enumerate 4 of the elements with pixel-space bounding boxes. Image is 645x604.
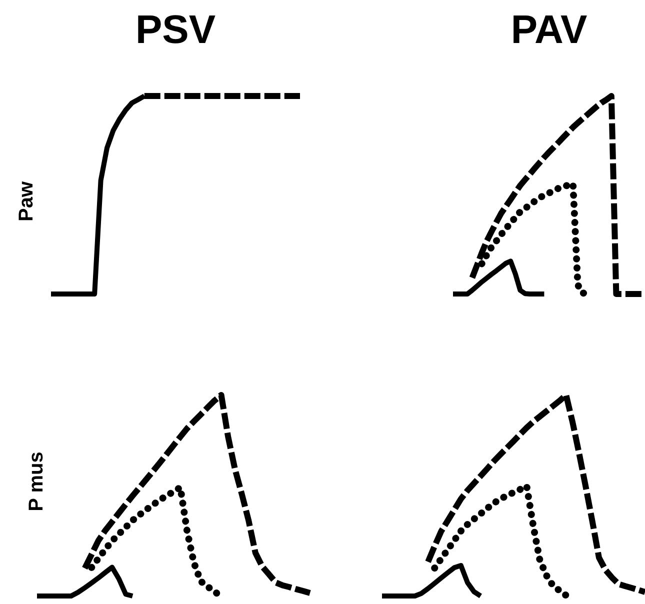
chart-title: PAV — [510, 8, 588, 52]
chart-title: PSV — [135, 8, 216, 52]
y-axis-title: P mus — [24, 452, 48, 512]
y-axis-title: Paw — [15, 181, 38, 222]
